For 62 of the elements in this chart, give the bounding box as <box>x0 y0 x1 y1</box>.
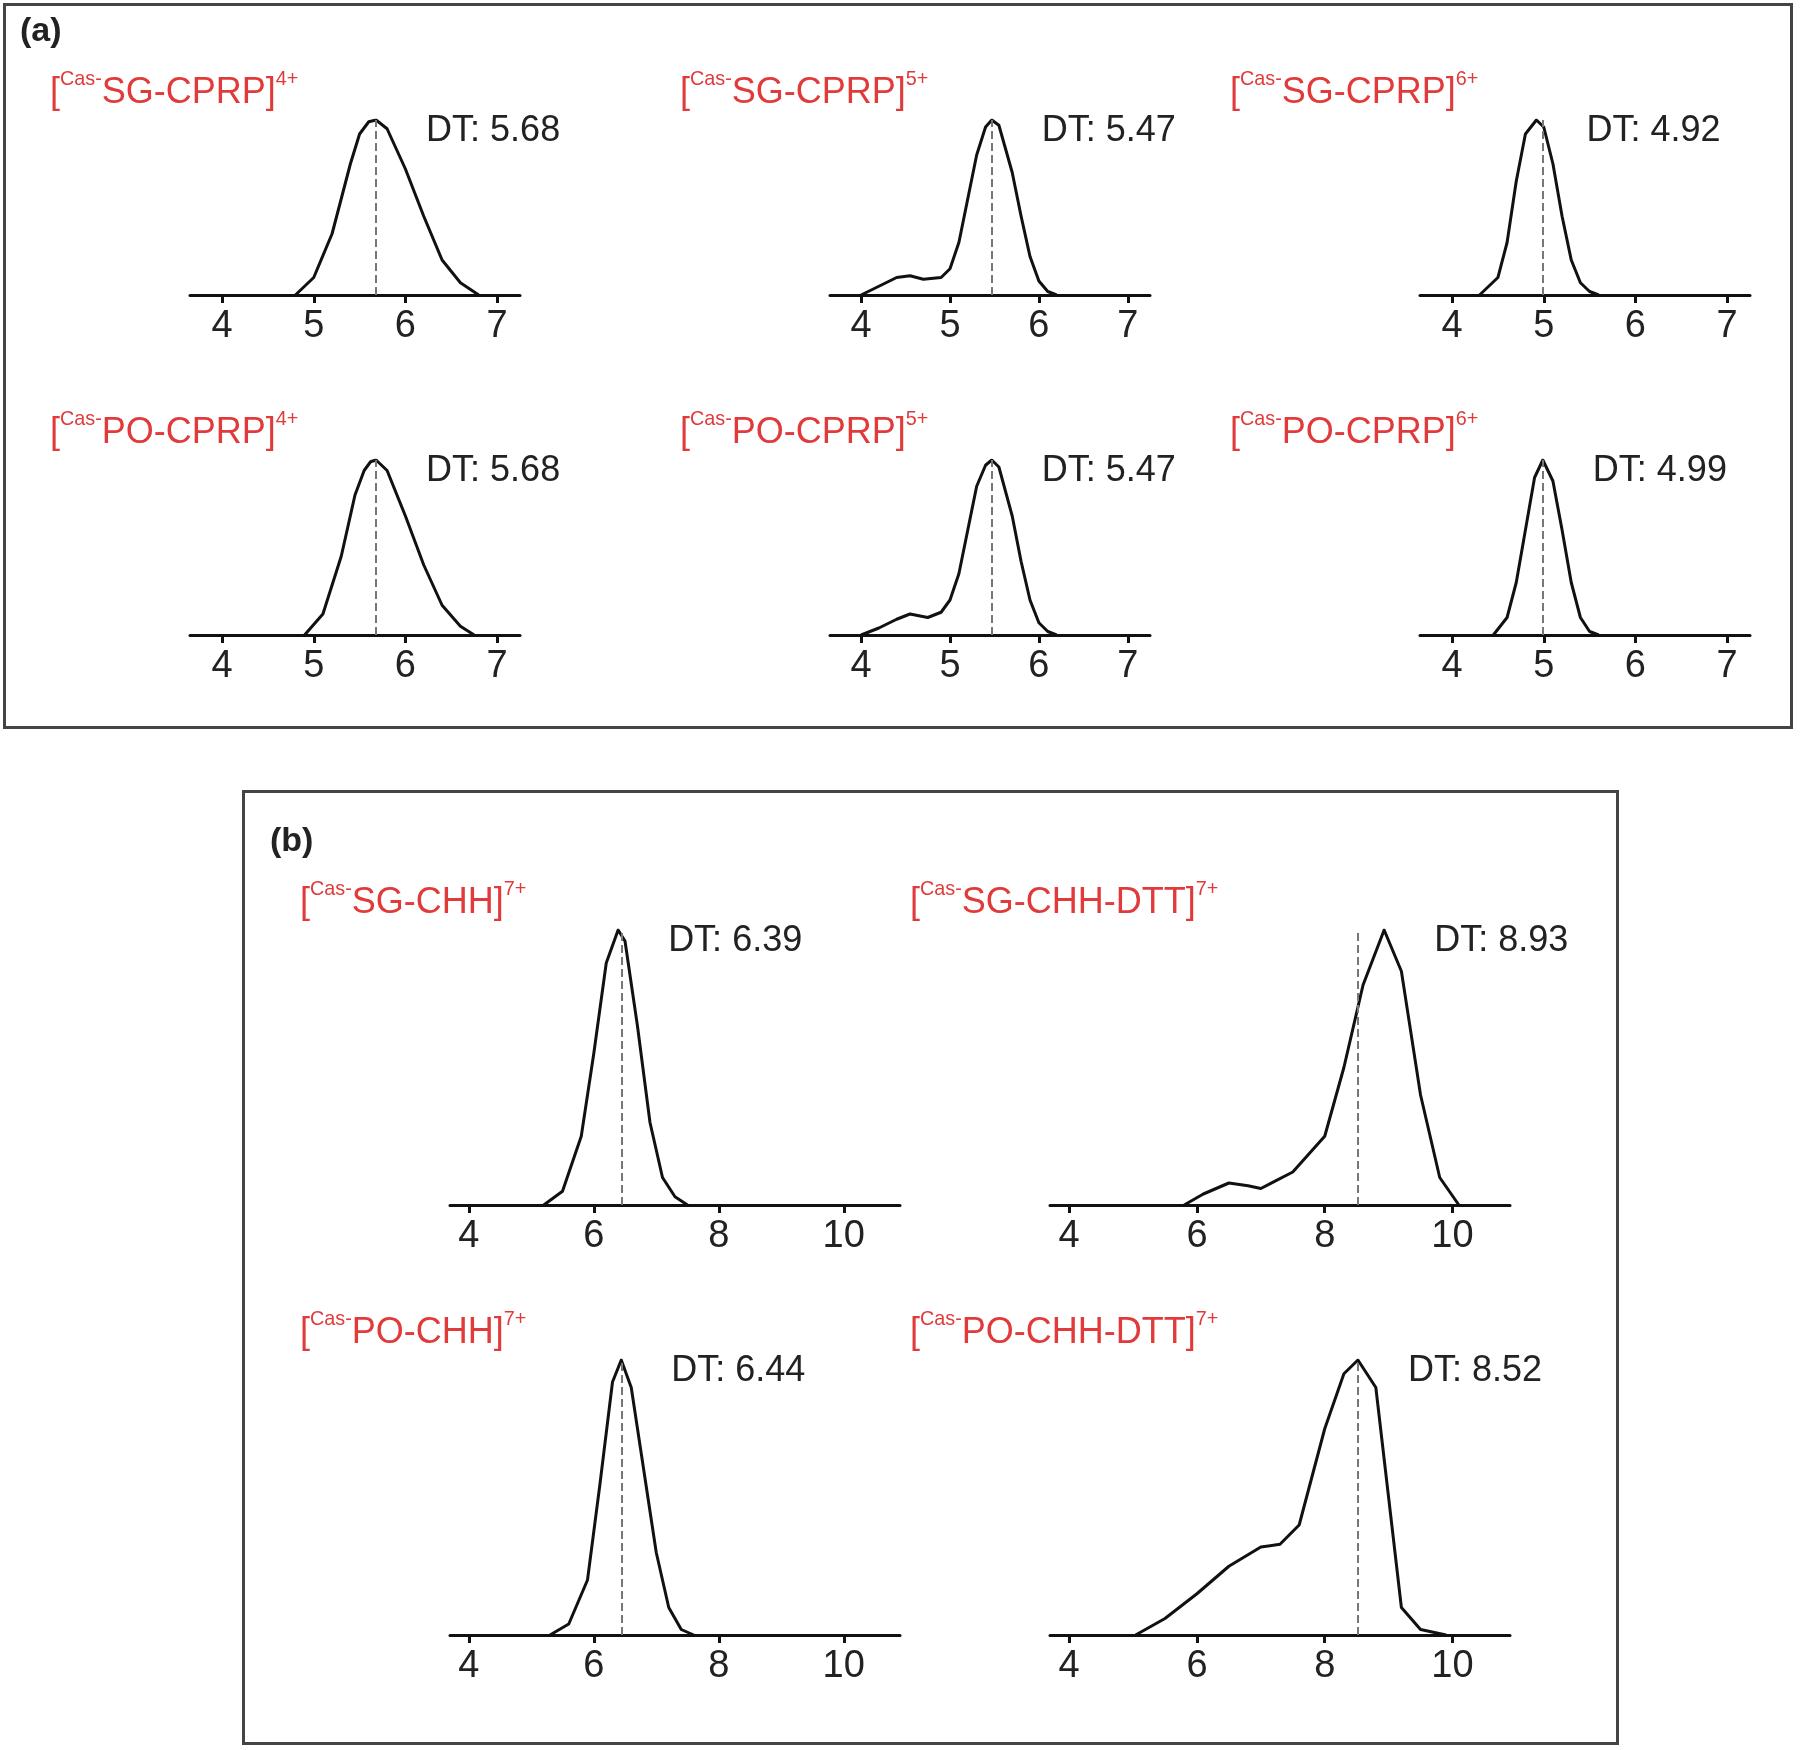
x-tick-label: 6 <box>583 1643 605 1685</box>
x-tick-label: 4 <box>1058 1213 1080 1255</box>
chart-title: [$^{Cas-}$PO-CHH]$^{7+}$ <box>300 1307 527 1352</box>
annotation: DT: 5.68 <box>426 107 561 149</box>
x-tick-label: 7 <box>486 643 508 685</box>
chart-title: [$^{Cas-}$PO-CPRP]$^{5+}$ <box>680 407 929 452</box>
annotation: DT: 8.52 <box>1407 1347 1543 1389</box>
x-tick-label: 5 <box>939 303 961 345</box>
x-tick-label: 7 <box>1716 303 1738 345</box>
x-tick-label: 6 <box>394 303 416 345</box>
x-tick-label: 5 <box>303 643 325 685</box>
x-tick-label: 6 <box>394 643 416 685</box>
x-tick-label: 7 <box>486 303 508 345</box>
chart-title: [$^{Cas-}$SG-CHH-DTT]$^{7+}$ <box>910 877 1219 922</box>
text: (a) <box>20 10 62 49</box>
x-tick-label: 5 <box>939 643 961 685</box>
annotation: DT: 5.68 <box>426 447 561 489</box>
x-tick-label: 4 <box>850 643 872 685</box>
chart-title: [$^{Cas-}$SG-CPRP]$^{6+}$ <box>1230 67 1479 112</box>
x-tick-label: 4 <box>458 1643 480 1685</box>
x-tick-label: 7 <box>1117 303 1139 345</box>
x-tick-label: 4 <box>1441 303 1463 345</box>
annotation: DT: 8.93 <box>1434 917 1569 959</box>
chart-title: [$^{Cas-}$PO-CPRP]$^{6+}$ <box>1230 407 1479 452</box>
chart-title: [$^{Cas-}$SG-CHH]$^{7+}$ <box>300 877 527 922</box>
x-tick-label: 6 <box>1028 303 1050 345</box>
x-tick-label: 6 <box>1624 643 1646 685</box>
x-tick-label: 4 <box>1441 643 1463 685</box>
x-tick-label: 5 <box>1533 643 1555 685</box>
x-tick-label: 6 <box>1186 1643 1208 1685</box>
x-tick-label: 8 <box>1314 1643 1336 1685</box>
x-tick-label: 6 <box>1624 303 1646 345</box>
x-tick-label: 6 <box>583 1213 605 1255</box>
x-tick-label: 10 <box>822 1643 865 1685</box>
text: (b) <box>270 820 314 859</box>
x-tick-label: 4 <box>211 303 233 345</box>
x-tick-label: 4 <box>211 643 233 685</box>
chart-title: [$^{Cas-}$PO-CPRP]$^{4+}$ <box>50 407 299 452</box>
x-tick-label: 4 <box>1058 1643 1080 1685</box>
annotation: DT: 6.39 <box>668 917 803 959</box>
annotation: DT: 5.47 <box>1041 107 1176 149</box>
chart-title: [$^{Cas-}$PO-CHH-DTT]$^{7+}$ <box>910 1307 1219 1352</box>
x-tick-label: 4 <box>850 303 872 345</box>
x-tick-label: 8 <box>708 1213 730 1255</box>
annotation: DT: 5.47 <box>1041 447 1176 489</box>
x-tick-label: 5 <box>1533 303 1555 345</box>
x-tick-label: 4 <box>458 1213 480 1255</box>
x-tick-label: 10 <box>1431 1213 1474 1255</box>
x-tick-label: 8 <box>708 1643 730 1685</box>
x-tick-label: 8 <box>1314 1213 1336 1255</box>
annotation: DT: 6.44 <box>671 1347 806 1389</box>
x-tick-label: 6 <box>1028 643 1050 685</box>
x-tick-label: 10 <box>1431 1643 1474 1685</box>
x-tick-label: 6 <box>1186 1213 1208 1255</box>
x-tick-label: 7 <box>1117 643 1139 685</box>
chart-title: [$^{Cas-}$SG-CPRP]$^{5+}$ <box>680 67 929 112</box>
x-tick-label: 10 <box>822 1213 865 1255</box>
annotation: DT: 4.92 <box>1586 107 1721 149</box>
x-tick-label: 5 <box>303 303 325 345</box>
x-tick-label: 7 <box>1716 643 1738 685</box>
chart-title: [$^{Cas-}$SG-CPRP]$^{4+}$ <box>50 67 299 112</box>
annotation: DT: 4.99 <box>1592 447 1727 489</box>
